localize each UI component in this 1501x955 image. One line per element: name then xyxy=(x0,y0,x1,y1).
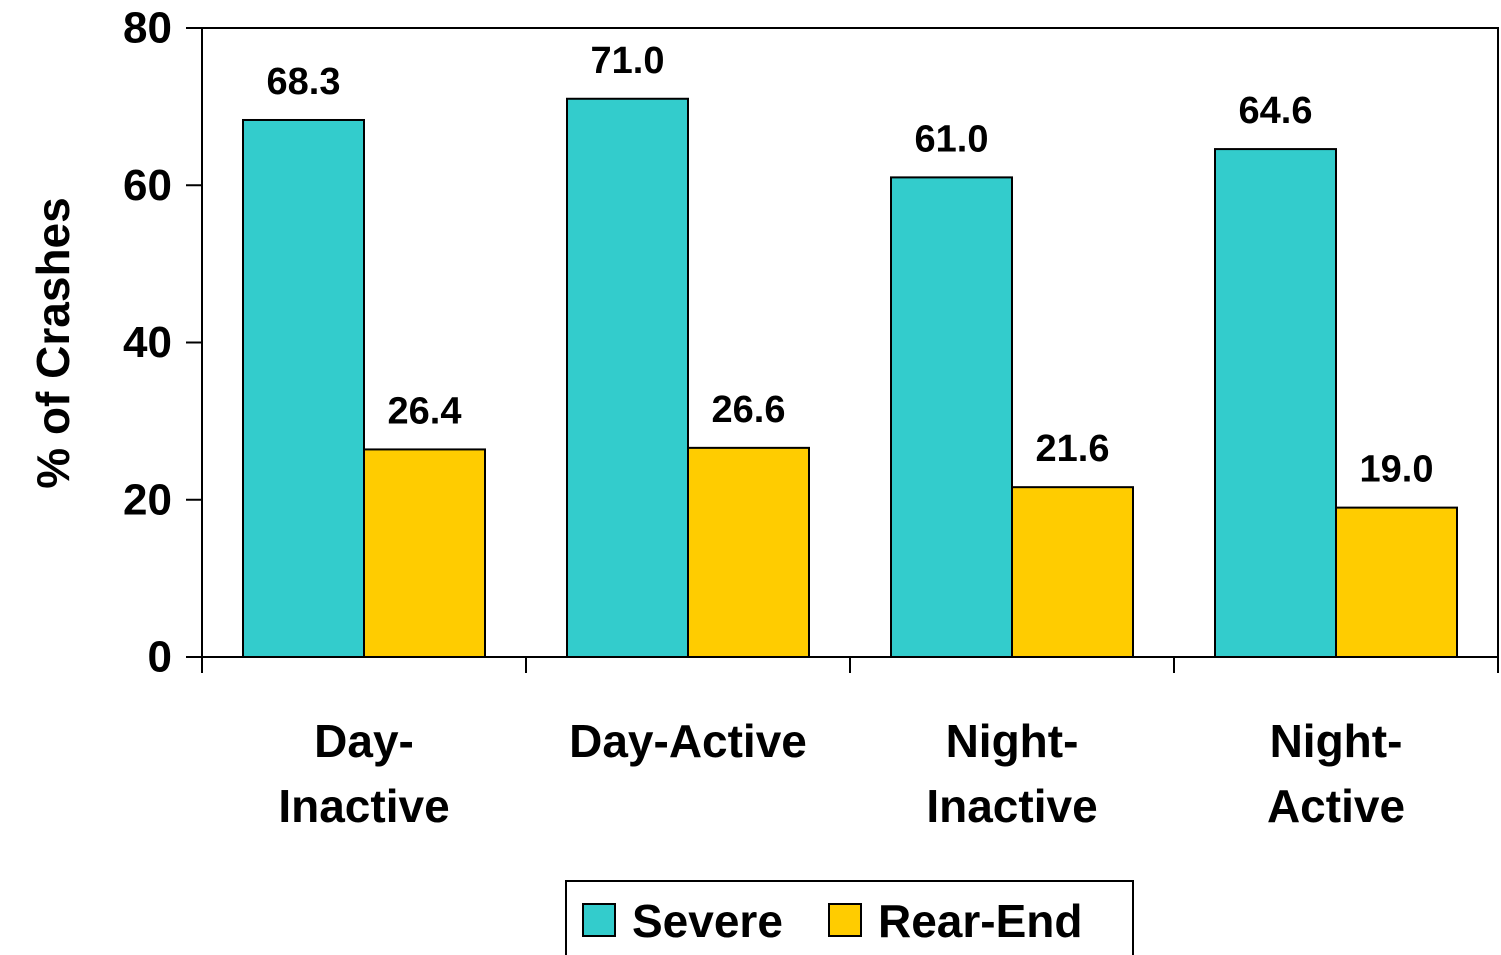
x-category-label: Night-Active xyxy=(1267,715,1405,832)
bar-rear-end xyxy=(1335,506,1458,658)
bar-rear-end xyxy=(1011,486,1134,659)
y-tick-label: 0 xyxy=(148,633,172,682)
legend: Severe Rear-End xyxy=(565,880,1134,955)
bar-severe xyxy=(242,118,365,658)
bar-severe xyxy=(1214,148,1337,659)
y-axis-title: % of Crashes xyxy=(27,197,79,488)
legend-label: Rear-End xyxy=(878,895,1082,947)
data-label: 71.0 xyxy=(591,40,665,82)
bar-rear-end xyxy=(687,446,810,659)
y-tick-label: 40 xyxy=(123,318,172,367)
data-label: 64.6 xyxy=(1239,90,1313,132)
legend-swatch xyxy=(582,903,616,937)
plot-area: 0 20 40 60 80 68.3 26.4 71.0 26.6 61.0 21.6 64.6 19.… xyxy=(123,4,1499,832)
y-tick-label: 20 xyxy=(123,475,172,524)
y-tick-label: 60 xyxy=(123,161,172,210)
bar-severe xyxy=(890,176,1013,658)
legend-swatch xyxy=(828,903,862,937)
data-label: 61.0 xyxy=(915,118,989,160)
y-axis-title-group: % of Crashes xyxy=(27,197,79,488)
data-label: 68.3 xyxy=(267,61,341,103)
legend-label: Severe xyxy=(632,895,783,947)
x-category-label: Day-Active xyxy=(569,715,807,767)
data-label: 26.6 xyxy=(712,389,786,431)
x-category-label: Day-Inactive xyxy=(278,715,449,832)
data-label: 21.6 xyxy=(1036,428,1110,470)
x-category-label: Night-Inactive xyxy=(926,715,1097,832)
data-label: 26.4 xyxy=(388,390,462,432)
bar-severe xyxy=(566,97,689,658)
bar-rear-end xyxy=(363,448,486,658)
data-label: 19.0 xyxy=(1360,449,1434,491)
y-tick-label: 80 xyxy=(123,4,172,53)
